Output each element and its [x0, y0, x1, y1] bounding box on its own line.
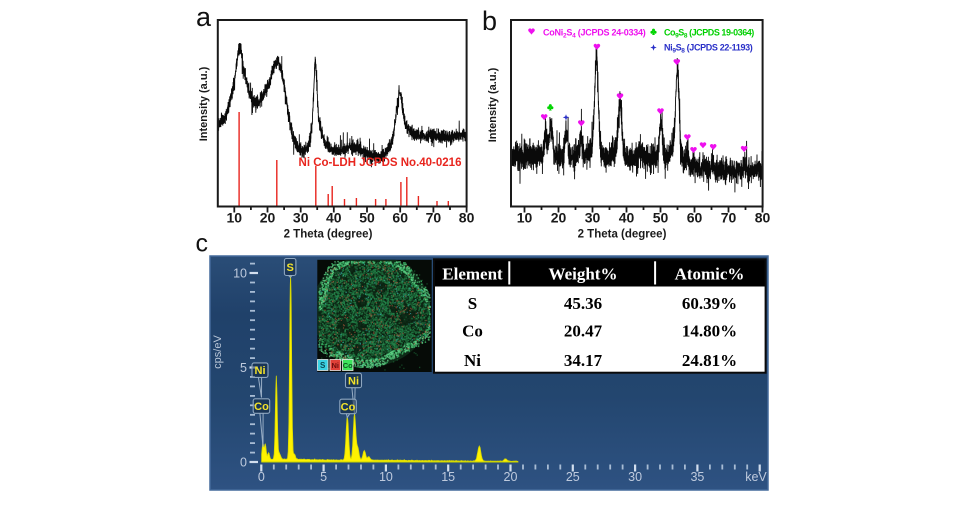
svg-text:70: 70 [426, 210, 442, 226]
svg-text:2 Theta (degree): 2 Theta (degree) [578, 229, 667, 241]
svg-text:Ni: Ni [464, 351, 481, 370]
svg-text:70: 70 [721, 210, 737, 226]
svg-text:S: S [468, 294, 477, 313]
svg-text:Weight%: Weight% [549, 265, 618, 284]
svg-text:14.80%: 14.80% [682, 322, 737, 341]
svg-text:20: 20 [504, 470, 518, 484]
svg-text:25: 25 [566, 470, 580, 484]
svg-text:34.17: 34.17 [564, 351, 603, 370]
svg-text:Intensity (a.u.): Intensity (a.u.) [198, 66, 210, 141]
svg-text:S: S [287, 262, 294, 274]
svg-text:80: 80 [459, 210, 475, 226]
svg-text:Co: Co [462, 322, 483, 341]
svg-text:Ni: Ni [348, 376, 359, 388]
svg-text:0: 0 [240, 456, 247, 470]
svg-text:10: 10 [379, 470, 393, 484]
svg-text:30: 30 [585, 210, 601, 226]
svg-text:50: 50 [359, 210, 375, 226]
svg-text:10: 10 [233, 267, 247, 281]
svg-text:c: c [196, 230, 209, 258]
svg-text:Ni: Ni [255, 365, 266, 377]
svg-text:20: 20 [260, 210, 276, 226]
svg-text:20.47: 20.47 [564, 322, 603, 341]
svg-text:10: 10 [227, 210, 243, 226]
svg-text:Element: Element [442, 265, 503, 284]
svg-text:5: 5 [320, 470, 327, 484]
svg-text:CoNi2S4 (JCPDS 24-0334): CoNi2S4 (JCPDS 24-0334) [543, 28, 646, 40]
svg-text:5: 5 [240, 361, 247, 375]
svg-text:Ni: Ni [331, 361, 339, 370]
svg-text:Co: Co [341, 402, 356, 414]
svg-text:Atomic%: Atomic% [675, 265, 745, 284]
svg-text:20: 20 [551, 210, 567, 226]
svg-text:S: S [320, 361, 326, 370]
svg-text:2 Theta (degree): 2 Theta (degree) [284, 229, 373, 241]
svg-text:Ni Co-LDH JCPDS No.40-0216: Ni Co-LDH JCPDS No.40-0216 [299, 157, 462, 169]
svg-text:60: 60 [687, 210, 703, 226]
svg-text:Co: Co [343, 361, 353, 370]
svg-text:0: 0 [258, 470, 265, 484]
svg-text:80: 80 [755, 210, 771, 226]
svg-text:60.39%: 60.39% [682, 294, 737, 313]
svg-text:10: 10 [517, 210, 533, 226]
svg-text:40: 40 [619, 210, 635, 226]
svg-text:Ni9S8 (JCPDS 22-1193): Ni9S8 (JCPDS 22-1193) [664, 43, 753, 55]
svg-text:keV: keV [745, 470, 767, 484]
svg-text:40: 40 [326, 210, 342, 226]
svg-text:45.36: 45.36 [564, 294, 602, 313]
svg-text:Co: Co [254, 401, 269, 413]
svg-text:Co9S8 (JCPDS 19-0364): Co9S8 (JCPDS 19-0364) [664, 28, 754, 40]
svg-text:30: 30 [293, 210, 309, 226]
svg-text:cps/eV: cps/eV [212, 335, 224, 369]
svg-text:60: 60 [392, 210, 408, 226]
svg-text:50: 50 [653, 210, 669, 226]
svg-text:24.81%: 24.81% [682, 351, 737, 370]
svg-text:35: 35 [690, 470, 704, 484]
svg-text:Intensity (a.u.): Intensity (a.u.) [487, 67, 499, 142]
svg-text:30: 30 [628, 470, 642, 484]
svg-text:a: a [196, 2, 212, 32]
svg-text:b: b [482, 6, 497, 36]
svg-text:15: 15 [441, 470, 455, 484]
